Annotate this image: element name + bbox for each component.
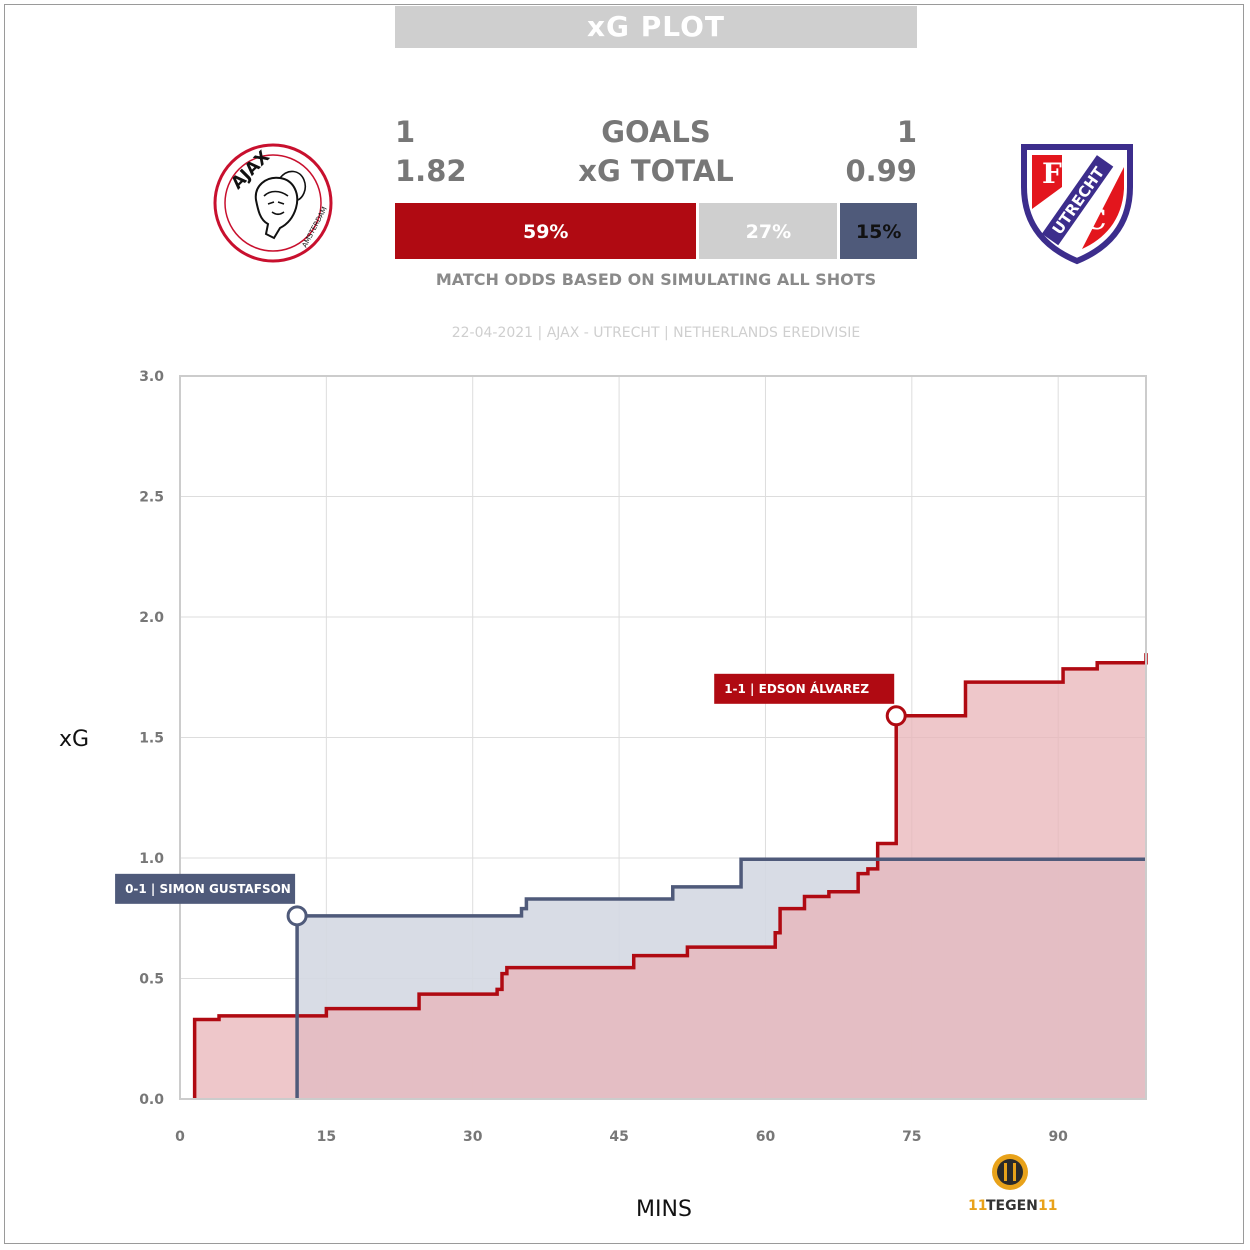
odds-note: MATCH ODDS BASED ON SIMULATING ALL SHOTS — [435, 270, 877, 289]
y-tick-label: 0.5 — [139, 972, 164, 988]
away-goal-marker — [286, 905, 308, 927]
y-tick-label: 2.0 — [139, 610, 164, 626]
brand-text-left: 11 — [968, 1198, 987, 1214]
y-axis-label: xG — [59, 727, 89, 752]
away-xg-line — [295, 857, 1146, 1099]
y-tick-label: 1.0 — [139, 851, 164, 867]
y-tick-label: 2.5 — [139, 490, 164, 506]
away-xg-total: 0.99 — [845, 154, 917, 188]
utrecht-crest-f: F — [1042, 157, 1062, 190]
home-goal-label-box — [714, 673, 895, 704]
x-tick-label: 15 — [317, 1129, 336, 1145]
goals-label: GOALS — [601, 115, 711, 149]
y-tick-label: 1.5 — [139, 731, 164, 747]
brand-text-right: 11 — [1038, 1198, 1057, 1214]
home-goal-marker — [885, 705, 907, 727]
plot-frame — [4, 4, 1244, 1244]
plot-border — [179, 375, 1147, 1100]
ajax-crest-icon: AJAX AMSTERDAM — [213, 143, 333, 263]
page-title: xG PLOT — [395, 6, 917, 48]
home-goals: 1 — [395, 115, 416, 149]
x-tick-label: 45 — [609, 1129, 628, 1145]
utrecht-crest-icon: F C UTRECHT — [1021, 144, 1133, 265]
brand-text-mid: TEGEN — [986, 1198, 1038, 1214]
home-xg-area — [194, 653, 1147, 1099]
odds-away-win: 15% — [840, 203, 917, 259]
x-tick-label: 90 — [1048, 1129, 1068, 1145]
y-tick-label: 3.0 — [139, 369, 164, 385]
match-info: 22-04-2021 | AJAX - UTRECHT | NETHERLAND… — [451, 325, 861, 341]
odds-draw: 27% — [699, 203, 838, 259]
x-tick-label: 75 — [902, 1129, 921, 1145]
x-axis-label: MINS — [636, 1197, 692, 1222]
x-tick-label: 60 — [756, 1129, 776, 1145]
away-goal-label-box — [115, 873, 296, 904]
xg-total-label: xG TOTAL — [578, 154, 734, 188]
home-xg-line — [192, 653, 1148, 1099]
away-goals: 1 — [896, 115, 917, 149]
x-tick-label: 30 — [463, 1129, 483, 1145]
home-goal-label: 1-1 | EDSON ÁLVAREZ — [724, 681, 869, 696]
odds-home-win: 59% — [395, 203, 697, 259]
utrecht-crest-c: C — [1084, 203, 1106, 236]
home-xg-total: 1.82 — [395, 154, 467, 188]
11tegen11-logo-icon: 11 TEGEN 11 — [968, 1154, 1057, 1214]
y-tick-label: 0.0 — [139, 1092, 164, 1108]
x-tick-label: 0 — [175, 1129, 185, 1145]
away-goal-label: 0-1 | SIMON GUSTAFSON — [125, 882, 291, 896]
